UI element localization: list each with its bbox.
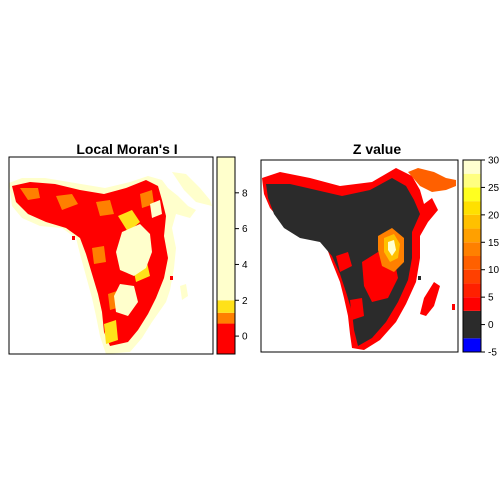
legend-frame: [462, 159, 482, 353]
legend-band-2: [463, 297, 481, 311]
legend-band-9: [463, 201, 481, 215]
map2-red-2: [350, 298, 364, 320]
map1-yellow-1: [104, 320, 118, 344]
legend-tick-label-5: 20: [488, 210, 500, 221]
legend-band-3: [217, 157, 235, 301]
legend-frame: [216, 156, 236, 355]
legend-tick-label-4: 8: [242, 188, 248, 199]
legend-tick-label-2: 4: [242, 260, 248, 271]
legend-band-0: [217, 323, 235, 354]
local-morans-i-legend: 0 2 4 6 8: [216, 156, 248, 355]
chart-title-z-value: Z value: [353, 141, 401, 157]
map1-orange-1: [56, 194, 78, 210]
legend-tick-label-3: 10: [488, 265, 500, 276]
local-morans-i-map: [9, 172, 212, 354]
map2-dot-1: [418, 276, 421, 280]
legend-band-12: [463, 160, 481, 174]
legend-band-3: [463, 283, 481, 298]
legend-band-5: [463, 256, 481, 270]
map2-dot-0: [326, 236, 329, 240]
map1-orange-2: [96, 200, 114, 216]
legend-tick-label-4: 15: [488, 238, 500, 249]
legend-band-8: [463, 214, 481, 229]
map1-orange-3: [140, 190, 154, 208]
z-value-map: [262, 168, 456, 350]
map2-madagascar: [420, 282, 440, 316]
map1-wedge: [172, 172, 212, 206]
legend-tick-label-3: 6: [242, 224, 248, 235]
map1-pale-2: [150, 200, 162, 218]
legend-band-4: [463, 269, 481, 284]
map2-island: [452, 304, 455, 310]
map1-pale-0: [116, 224, 152, 276]
legend-band-7: [463, 228, 481, 243]
legend-tick-label-0: -5: [488, 348, 497, 359]
map2-red-1: [336, 252, 352, 272]
legend-tick-label-0: 0: [242, 332, 248, 343]
legend-band-1: [463, 310, 481, 339]
legend-tick-label-7: 30: [488, 156, 500, 167]
map1-orange-4: [92, 246, 106, 264]
z-value-panel: Z value -5 0 5 10 15 20 25 30: [260, 141, 500, 359]
legend-band-0: [463, 338, 481, 352]
map1-orange-0: [20, 188, 40, 200]
legend-tick-label-2: 5: [488, 293, 494, 304]
map-frame-local-morans-i: [8, 156, 214, 355]
local-morans-i-panel: Local Moran's I 0 2 4 6 8: [8, 141, 248, 355]
map2-arc: [408, 168, 456, 192]
map1-madagascar: [180, 284, 188, 300]
map1-island: [170, 276, 173, 280]
legend-tick-label-1: 2: [242, 296, 248, 307]
map-frame-z-value: [260, 159, 459, 353]
legend-band-2: [217, 300, 235, 313]
map1-pale-1: [114, 284, 138, 316]
map1-dot: [72, 236, 75, 240]
map2-hot-2: [388, 240, 396, 256]
legend-band-10: [463, 187, 481, 202]
legend-tick-label-6: 25: [488, 183, 500, 194]
legend-band-6: [463, 242, 481, 256]
legend-band-1: [217, 312, 235, 324]
chart-title-local-morans-i: Local Moran's I: [76, 141, 177, 157]
z-value-legend: -5 0 5 10 15 20 25 30: [462, 156, 500, 359]
legend-band-11: [463, 173, 481, 188]
legend-tick-label-1: 0: [488, 320, 494, 331]
